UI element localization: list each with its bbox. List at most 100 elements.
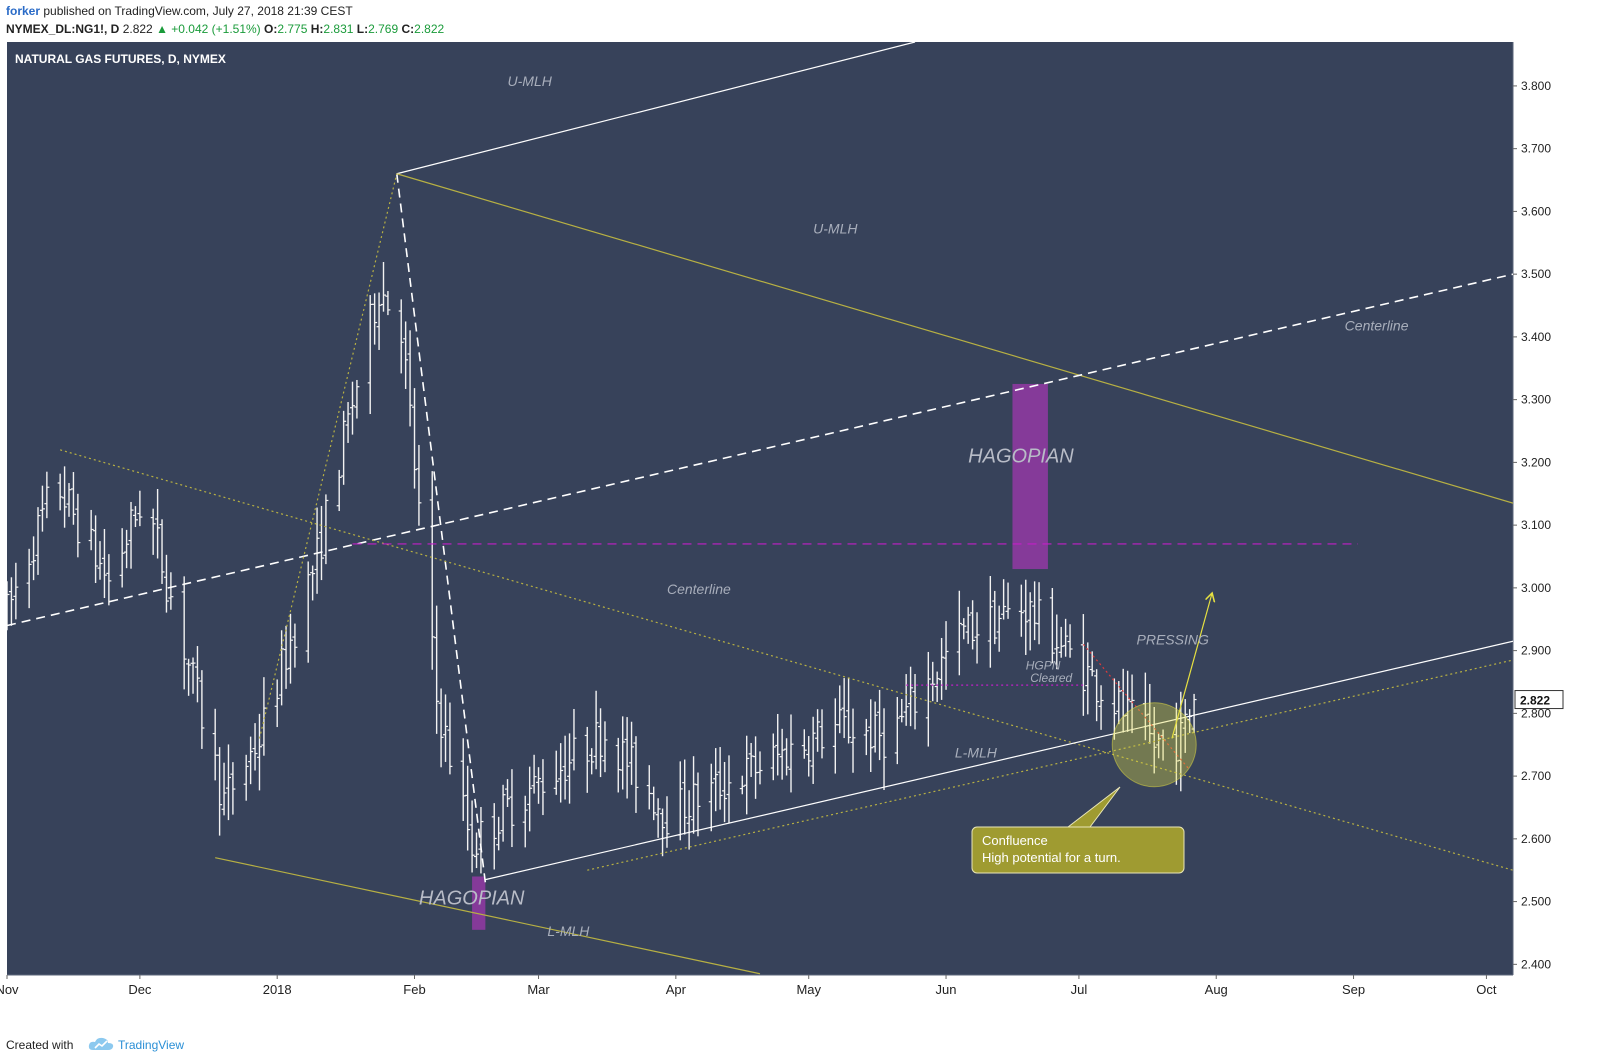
y-tick-label: 3.600 bbox=[1521, 204, 1551, 218]
last-price-label: 2.822 bbox=[1520, 694, 1550, 708]
ohlc-bar bbox=[1151, 706, 1157, 774]
ohlc-bar bbox=[987, 576, 993, 668]
ohlc-bar bbox=[682, 759, 688, 835]
x-tick-label: Jun bbox=[936, 982, 957, 997]
annotation-label: Cleared bbox=[1030, 671, 1072, 685]
ohlc-bar bbox=[965, 606, 971, 644]
y-tick-label: 2.500 bbox=[1521, 895, 1551, 909]
publish-text: published on TradingView.com, July 27, 2… bbox=[43, 4, 353, 18]
ohlc-bar bbox=[593, 690, 599, 770]
y-tick-label: 2.400 bbox=[1521, 957, 1551, 971]
ohlc-bar bbox=[137, 490, 143, 527]
ohlc-bar bbox=[407, 330, 413, 427]
annotation-label: HAGOPIAN bbox=[968, 445, 1074, 467]
author-name[interactable]: forker bbox=[6, 4, 41, 18]
y-tick-label: 2.800 bbox=[1521, 706, 1551, 720]
annotation-label: L-MLH bbox=[547, 923, 590, 939]
last-price-box bbox=[1514, 690, 1564, 710]
chart-area[interactable]: U-MLH U-MLH Centerline Centerline HAGOPIAN HA… bbox=[0, 42, 1601, 1007]
ohlc-bar bbox=[939, 637, 945, 700]
ohlc-bar bbox=[31, 536, 37, 581]
ohlc-bar bbox=[757, 751, 763, 785]
ohlc-bar bbox=[429, 471, 435, 670]
y-tick-label: 2.900 bbox=[1521, 644, 1551, 658]
ohlc-bar bbox=[190, 657, 196, 694]
ohlc-bar bbox=[1067, 624, 1073, 658]
ohlc-bar bbox=[522, 795, 528, 848]
ohlc-bar bbox=[925, 651, 931, 747]
ohlc-bar bbox=[779, 728, 785, 780]
ohlc-bar bbox=[1129, 674, 1135, 734]
ohlc-bar bbox=[88, 509, 94, 551]
ohlc-bar bbox=[505, 779, 511, 808]
ohlc-bar bbox=[930, 661, 936, 702]
ohlc-bar bbox=[70, 472, 76, 525]
ohlc-bar bbox=[894, 696, 900, 765]
open-label: O: bbox=[264, 22, 278, 36]
close-label: C: bbox=[401, 22, 415, 36]
ohlc-bar bbox=[292, 623, 298, 668]
x-tick-label: Dec bbox=[128, 982, 152, 997]
ohlc-bar bbox=[217, 747, 223, 836]
annotation-label: U-MLH bbox=[813, 220, 858, 236]
publish-info: forker published on TradingView.com, Jul… bbox=[6, 4, 353, 18]
ohlc-bar bbox=[336, 469, 342, 512]
ohlc-bar bbox=[438, 688, 444, 768]
ohlc-bar bbox=[150, 508, 156, 555]
ohlc-bar bbox=[243, 754, 249, 801]
symbol-label: NYMEX_DL:NG1!, D bbox=[6, 22, 120, 36]
ohlc-bar bbox=[717, 747, 723, 810]
ohlc-bar bbox=[13, 562, 19, 620]
callout-text: High potential for a turn. bbox=[982, 850, 1121, 865]
callout-title: Confluence bbox=[982, 833, 1048, 848]
hagopian-zone-0 bbox=[1012, 383, 1048, 570]
ohlc-bar bbox=[837, 685, 843, 734]
ohlc-bar bbox=[1036, 582, 1042, 645]
ohlc-bar bbox=[274, 679, 280, 728]
annotation-label: PRESSING bbox=[1137, 631, 1209, 647]
ohlc-bar bbox=[1049, 588, 1055, 664]
ohlc-bar bbox=[961, 618, 967, 640]
ohlc-bar bbox=[784, 738, 790, 776]
ohlc-bar bbox=[846, 677, 852, 744]
ohlc-bar bbox=[633, 736, 639, 813]
y-tick-label: 3.700 bbox=[1521, 142, 1551, 156]
ohlc-bar bbox=[225, 744, 231, 821]
callout-box bbox=[971, 826, 1185, 874]
ohlc-bar bbox=[934, 671, 940, 702]
ohlc-bar bbox=[491, 803, 497, 870]
tradingview-cloud-icon bbox=[88, 1037, 114, 1050]
ohlc-bar bbox=[881, 708, 887, 790]
ohlc-bar bbox=[1182, 699, 1188, 753]
ohlc-legend: NYMEX_DL:NG1!, D 2.822 ▲ +0.042 (+1.51%)… bbox=[6, 22, 444, 36]
ohlc-bar bbox=[868, 699, 874, 773]
ohlc-bar bbox=[44, 471, 50, 519]
ohlc-bar bbox=[713, 748, 719, 812]
ohlc-bar bbox=[163, 554, 169, 613]
x-tick-label: Oct bbox=[1476, 982, 1497, 997]
ohlc-bar bbox=[872, 701, 878, 753]
plot-layer: U-MLH U-MLH Centerline Centerline HAGOPIAN HA… bbox=[7, 42, 1513, 975]
y-tick-label: 3.200 bbox=[1521, 455, 1551, 469]
ohlc-bar bbox=[686, 790, 692, 850]
trend-line-4 bbox=[59, 449, 1513, 871]
ohlc-bar bbox=[128, 501, 134, 569]
annotation-label: HAGOPIAN bbox=[419, 888, 525, 910]
ohlc-bar bbox=[1027, 592, 1033, 651]
ohlc-bar bbox=[819, 709, 825, 759]
ohlc-bar bbox=[806, 736, 812, 777]
ohlc-bar bbox=[1080, 614, 1086, 716]
price-chart[interactable]: U-MLH U-MLH Centerline Centerline HAGOPIAN HA… bbox=[0, 42, 1601, 1002]
tradingview-brand[interactable]: TradingView bbox=[118, 1038, 185, 1052]
ohlc-bar bbox=[1001, 579, 1007, 620]
ohlc-bar bbox=[1125, 670, 1131, 732]
ohlc-bar bbox=[877, 689, 883, 761]
ohlc-bar bbox=[943, 621, 949, 690]
ohlc-bar bbox=[256, 713, 262, 791]
low-label: L: bbox=[356, 22, 369, 36]
ohlc-bar bbox=[589, 748, 595, 775]
ohlc-bar bbox=[660, 808, 666, 857]
y-tick-label: 3.800 bbox=[1521, 79, 1551, 93]
x-tick-label: Jul bbox=[1071, 982, 1088, 997]
x-tick-label: May bbox=[796, 982, 821, 997]
